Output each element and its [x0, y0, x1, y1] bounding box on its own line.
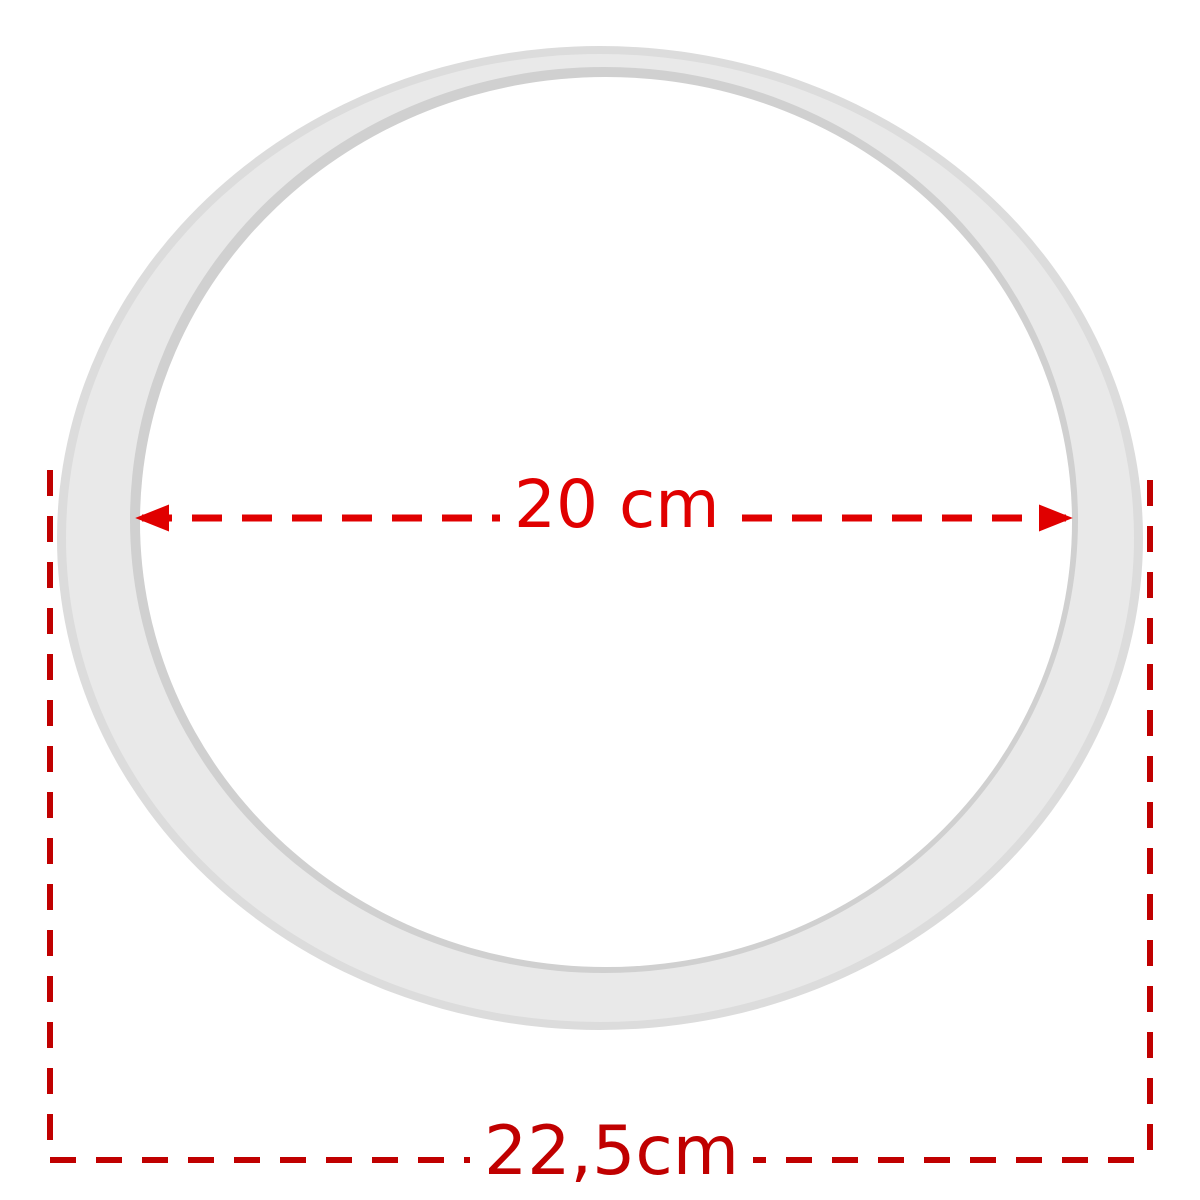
inner-diameter-label: 20 cm	[500, 472, 734, 538]
outer-diameter-label: 22,5cm	[470, 1118, 754, 1186]
outer-diameter-bracket	[47, 470, 1153, 1163]
